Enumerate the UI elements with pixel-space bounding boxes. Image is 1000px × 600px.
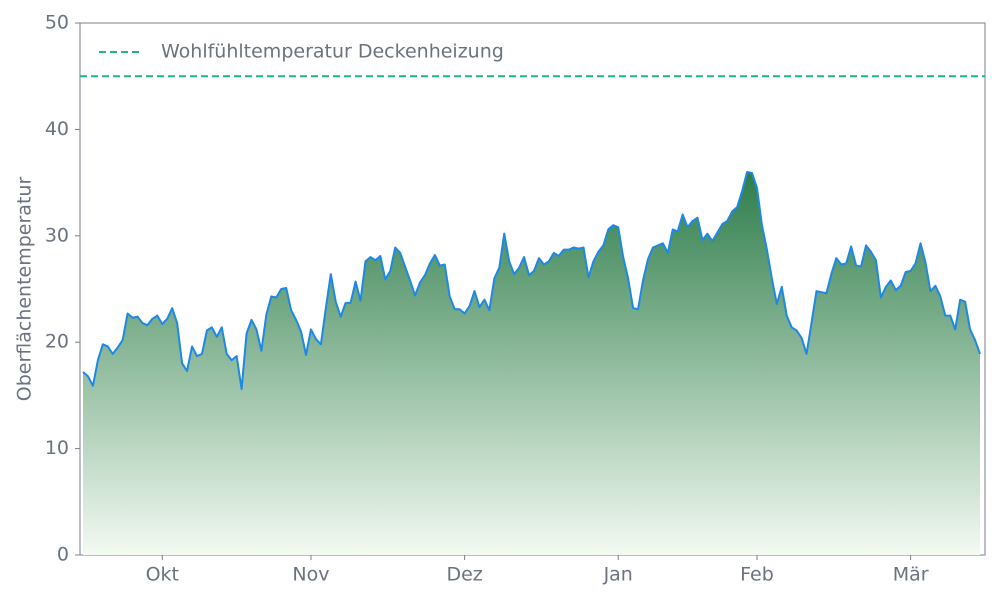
- y-tick-label: 20: [45, 331, 69, 353]
- x-tick-label: Mär: [893, 564, 929, 586]
- x-tick-label: Jan: [603, 564, 633, 586]
- x-tick-label: Dez: [446, 564, 482, 586]
- y-axis-label: Oberflächentemperatur: [14, 177, 36, 402]
- y-tick-label: 40: [45, 118, 69, 140]
- y-tick-label: 30: [45, 224, 69, 246]
- line: [82, 170, 981, 391]
- area: [83, 171, 980, 555]
- y-tick-label: 10: [45, 437, 69, 459]
- y-tick-label: 50: [45, 12, 69, 34]
- x-tick-label: Okt: [146, 564, 179, 586]
- x-tick-label: Nov: [292, 564, 329, 586]
- x-tick-label: Feb: [740, 564, 774, 586]
- y-tick-label: 0: [57, 544, 69, 566]
- legend-label: Wohlfühltemperatur Deckenheizung: [161, 41, 504, 63]
